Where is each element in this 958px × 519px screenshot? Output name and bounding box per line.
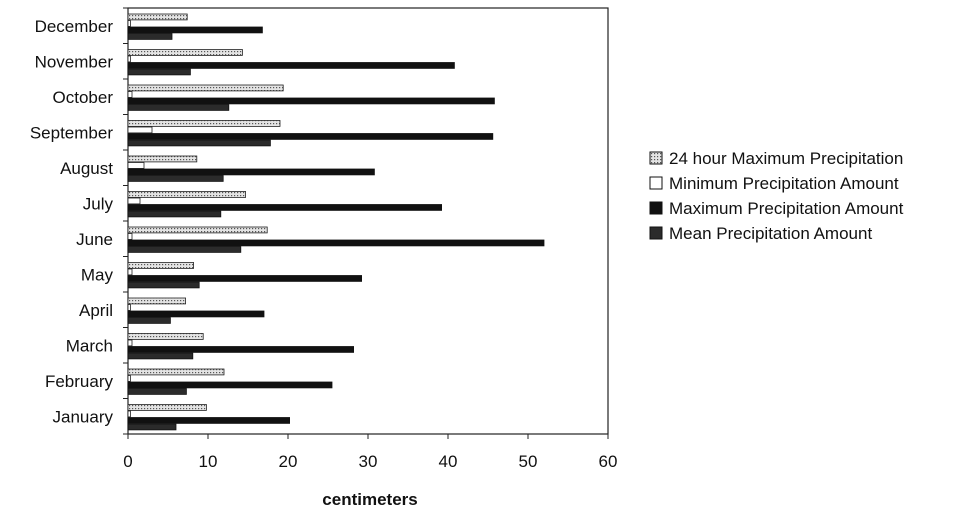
x-tick-label-50: 50 bbox=[519, 452, 538, 471]
bar-may-series-4 bbox=[127, 281, 200, 289]
category-label-september: September bbox=[30, 123, 113, 142]
bar-march-series-3 bbox=[127, 346, 355, 353]
bar-february-series-2 bbox=[127, 375, 131, 382]
bar-april-series-3 bbox=[127, 310, 265, 318]
bar-december-series-1 bbox=[127, 13, 188, 21]
bar-november-series-4 bbox=[127, 68, 191, 76]
legend-label-2: Minimum Precipitation Amount bbox=[669, 174, 899, 193]
bar-july-series-2 bbox=[127, 197, 141, 205]
legend-label-1: 24 hour Maximum Precipitation bbox=[669, 149, 903, 168]
category-label-november: November bbox=[35, 52, 114, 71]
x-tick-label-40: 40 bbox=[439, 452, 458, 471]
bar-january-series-1 bbox=[127, 404, 207, 411]
bar-june-series-4 bbox=[127, 246, 242, 253]
bar-march-series-2 bbox=[127, 339, 133, 347]
legend-label-3: Maximum Precipitation Amount bbox=[669, 199, 904, 218]
bar-september-series-3 bbox=[127, 133, 494, 140]
bar-july-series-3 bbox=[127, 204, 443, 211]
bar-september-series-4 bbox=[127, 139, 271, 147]
legend-swatch-4 bbox=[649, 226, 663, 240]
x-tick-label-60: 60 bbox=[599, 452, 618, 471]
bar-february-series-4 bbox=[127, 388, 187, 395]
bar-january-series-2 bbox=[127, 410, 131, 418]
bar-april-series-1 bbox=[127, 297, 186, 305]
category-label-june: June bbox=[76, 230, 113, 249]
legend-swatch-2 bbox=[649, 176, 663, 190]
bar-may-series-3 bbox=[127, 275, 363, 282]
bar-june-series-3 bbox=[127, 239, 545, 247]
bar-october-series-2 bbox=[127, 91, 133, 98]
bar-june-series-2 bbox=[127, 233, 133, 240]
bar-january-series-3 bbox=[127, 417, 291, 424]
bar-december-series-4 bbox=[127, 33, 173, 40]
bar-august-series-1 bbox=[127, 155, 198, 163]
category-labels: January February March April May June July Augu… bbox=[30, 17, 114, 427]
x-tick-label-10: 10 bbox=[199, 452, 218, 471]
plot-area bbox=[123, 7, 609, 435]
bars-group bbox=[127, 13, 545, 431]
category-label-january: January bbox=[53, 407, 114, 426]
bar-march-series-4 bbox=[127, 352, 194, 360]
category-label-april: April bbox=[79, 301, 113, 320]
x-tick-label-20: 20 bbox=[279, 452, 298, 471]
x-tick-label-0: 0 bbox=[123, 452, 132, 471]
bar-july-series-4 bbox=[127, 210, 222, 218]
category-label-august: August bbox=[60, 159, 113, 178]
bar-may-series-2 bbox=[127, 268, 133, 276]
x-axis-title: centimeters bbox=[322, 490, 417, 509]
legend-swatch-1 bbox=[649, 151, 663, 165]
bar-march-series-1 bbox=[127, 333, 204, 340]
bar-june-series-1 bbox=[127, 226, 268, 234]
legend: 24 hour Maximum Precipitation Minimum Pre… bbox=[649, 149, 904, 243]
category-label-july: July bbox=[83, 194, 114, 213]
bar-december-series-2 bbox=[127, 20, 131, 27]
legend-swatch-3 bbox=[649, 201, 663, 215]
bar-july-series-1 bbox=[127, 191, 246, 198]
bar-october-series-1 bbox=[127, 84, 284, 92]
legend-label-4: Mean Precipitation Amount bbox=[669, 224, 872, 243]
x-axis-ticks: 0 10 20 30 40 50 60 bbox=[123, 434, 617, 471]
bar-may-series-1 bbox=[127, 262, 194, 269]
bar-december-series-3 bbox=[127, 26, 263, 34]
category-label-may: May bbox=[81, 265, 114, 284]
bar-august-series-2 bbox=[127, 162, 145, 169]
bar-february-series-3 bbox=[127, 381, 333, 389]
bar-september-series-1 bbox=[127, 120, 281, 127]
bar-april-series-2 bbox=[127, 304, 131, 311]
bar-november-series-3 bbox=[127, 62, 455, 69]
category-label-october: October bbox=[53, 88, 114, 107]
category-label-december: December bbox=[35, 17, 114, 36]
category-label-march: March bbox=[66, 336, 113, 355]
bar-october-series-3 bbox=[127, 97, 495, 105]
category-label-february: February bbox=[45, 372, 114, 391]
bar-october-series-4 bbox=[127, 104, 230, 111]
bar-november-series-2 bbox=[127, 55, 131, 63]
bar-january-series-4 bbox=[127, 423, 177, 431]
x-tick-label-30: 30 bbox=[359, 452, 378, 471]
plot-frame bbox=[127, 7, 609, 435]
bar-february-series-1 bbox=[127, 368, 225, 376]
bar-september-series-2 bbox=[127, 126, 153, 134]
bar-april-series-4 bbox=[127, 317, 171, 324]
bar-august-series-4 bbox=[127, 175, 224, 182]
bar-november-series-1 bbox=[127, 49, 243, 56]
bar-august-series-3 bbox=[127, 168, 375, 176]
